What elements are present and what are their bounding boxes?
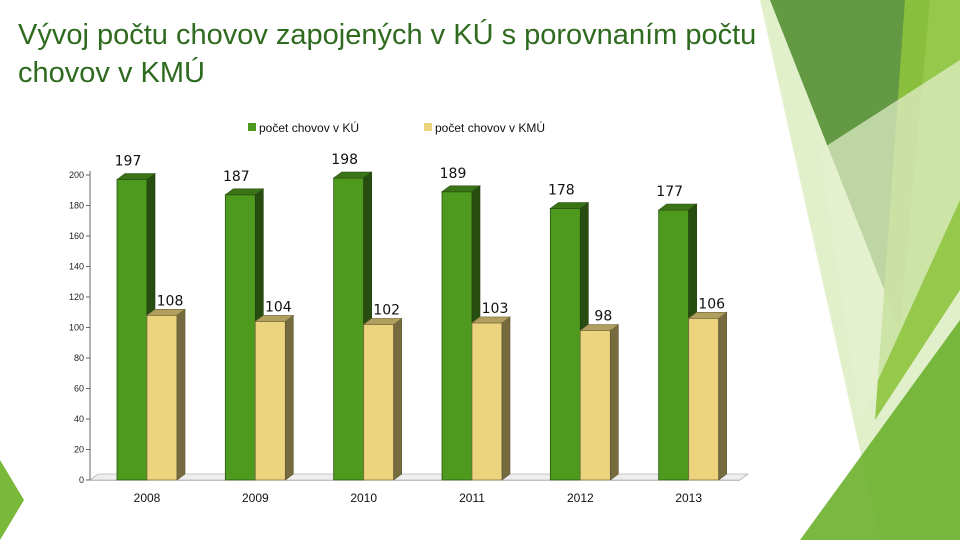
data-label: 187: [223, 169, 250, 185]
bar-kmu-side: [393, 317, 402, 481]
bar-ku-top: [224, 188, 265, 196]
bar-ku-front: [224, 194, 256, 481]
data-label: 189: [440, 166, 467, 182]
data-label: 197: [115, 154, 142, 170]
y-tick-label: 0: [79, 475, 84, 485]
chart-bars: [116, 171, 728, 481]
y-tick-label: 200: [69, 170, 84, 180]
bar-kmu-front: [146, 314, 178, 481]
bar-ku-front: [549, 208, 581, 481]
bar-kmu-front: [579, 330, 611, 481]
bar-ku-front: [116, 179, 148, 481]
data-label: 198: [331, 152, 358, 168]
chart-data-labels: 197 108 187 104 198 102 189 103 178 98 177 106: [115, 152, 725, 324]
bar-kmu-side: [285, 314, 294, 481]
bar-kmu-front: [471, 322, 503, 481]
x-axis-category-labels: 2008 2009 2010 2011 2012 2013: [134, 491, 703, 505]
data-label: 108: [157, 293, 184, 309]
legend-label: počet chovov v KMÚ: [435, 120, 545, 135]
x-category-label: 2013: [675, 491, 702, 505]
bar-kmu-side: [176, 308, 186, 481]
y-tick-label: 100: [69, 323, 84, 333]
legend-swatch: [424, 123, 432, 131]
chart-floor: [89, 473, 749, 481]
deco-shape-pale: [820, 60, 960, 420]
bar-ku-top: [441, 185, 481, 193]
y-tick-label: 80: [74, 353, 84, 363]
bar-kmu-top: [254, 315, 295, 322]
y-tick-label: 180: [69, 201, 84, 211]
bar-kmu-top: [579, 324, 620, 331]
slide-title: Vývoj počtu chovov zapojených v KÚ s por…: [18, 19, 757, 89]
data-label: 103: [482, 301, 509, 317]
x-category-label: 2011: [459, 491, 485, 505]
y-tick-label: 140: [69, 262, 84, 272]
y-tick-label: 40: [74, 414, 84, 424]
data-label: 106: [698, 296, 725, 312]
bar-kmu-top: [362, 318, 403, 325]
data-label: 104: [265, 299, 292, 315]
y-tick-label: 160: [69, 231, 84, 241]
x-category-label: 2008: [134, 491, 161, 505]
bar-ku-top: [116, 173, 156, 180]
bar-kmu-front: [363, 324, 395, 481]
x-category-label: 2010: [350, 491, 377, 505]
bar-kmu-side: [718, 311, 727, 481]
data-label: 102: [373, 302, 400, 318]
bar-kmu-top: [687, 312, 728, 319]
data-label: 177: [656, 184, 683, 200]
bar-ku-front: [333, 177, 365, 481]
bar-kmu-front: [688, 317, 720, 481]
legend-swatch: [248, 123, 256, 131]
y-tick-label: 120: [69, 292, 84, 302]
bar-kmu-top: [146, 308, 186, 316]
bar-ku-front: [658, 209, 690, 481]
bar-kmu-top: [471, 316, 511, 324]
bar-kmu-side: [610, 323, 619, 481]
bar-ku-top: [657, 203, 698, 211]
data-label: 98: [594, 309, 612, 325]
chart-legend: počet chovov v KÚ počet chovov v KMÚ: [248, 120, 545, 135]
y-tick-label: 20: [74, 445, 84, 455]
bar-kmu-side: [501, 316, 511, 481]
bar-ku-front: [441, 191, 473, 481]
x-category-label: 2012: [567, 491, 594, 505]
y-tick-label: 60: [74, 384, 84, 394]
bar-ku-top: [549, 202, 590, 209]
x-category-label: 2009: [242, 491, 269, 505]
legend-label: počet chovov v KÚ: [259, 120, 359, 135]
bar-kmu-front: [254, 320, 286, 481]
deco-shape-bottom: [800, 320, 960, 540]
bar-ku-top: [332, 171, 373, 179]
data-label: 178: [548, 183, 575, 199]
deco-accent-arrow: [0, 460, 24, 540]
